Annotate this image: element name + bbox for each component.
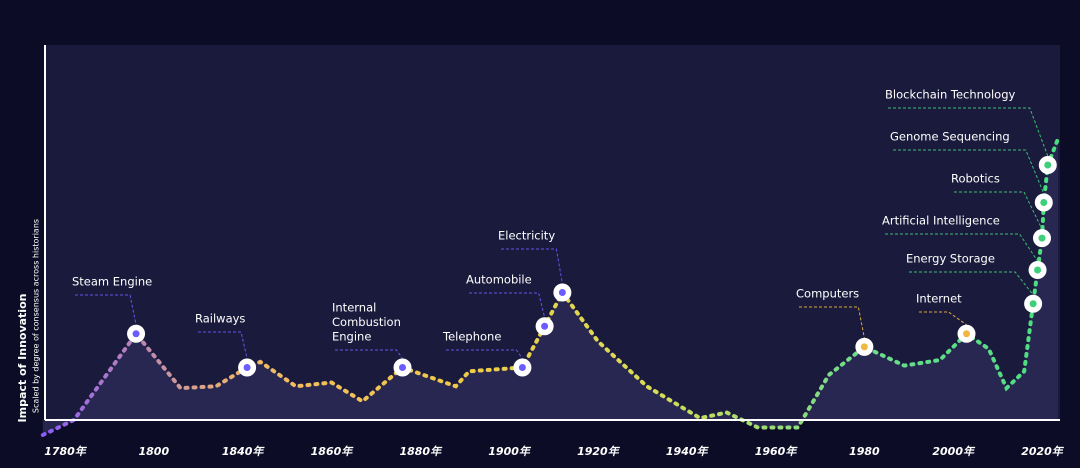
leader-line	[198, 331, 248, 359]
line	[40, 136, 1060, 437]
event-marker-center	[399, 364, 407, 371]
event-marker-center	[1034, 266, 1042, 274]
x-tick-label: 1960年	[755, 445, 799, 458]
x-tick-label: 2020年	[1021, 445, 1065, 458]
event-marker-center	[558, 289, 566, 296]
event-marker-center	[132, 330, 140, 338]
event-marker-center	[860, 343, 868, 351]
x-tick-label: 1780年	[44, 445, 88, 458]
leader-line	[893, 149, 1045, 194]
x-tick-label: 1940年	[666, 445, 710, 458]
event-label: Electricity	[498, 229, 555, 243]
event-label: Telephone	[442, 330, 501, 344]
x-tick-label: 2000年	[932, 445, 976, 458]
event-marker-center	[541, 322, 549, 330]
y-axis-label: Impact of Innovation	[16, 294, 29, 423]
event-label: Automobile	[466, 273, 532, 287]
event-label: Blockchain Technology	[885, 88, 1016, 102]
event-label: Artificial Intelligence	[882, 214, 1000, 228]
leader-line	[909, 271, 1034, 296]
event-label: Genome Sequencing	[890, 130, 1010, 144]
event-label: Combustion	[332, 315, 401, 329]
leader-line	[954, 191, 1043, 230]
x-tick-label: 1980	[849, 445, 880, 458]
leader-line	[469, 292, 546, 318]
event-label: Robotics	[951, 172, 1000, 186]
event-marker-center	[1038, 234, 1046, 242]
x-tick-label: 1860年	[311, 445, 355, 458]
x-tick-label: 1840年	[222, 445, 266, 458]
leader-line	[799, 306, 865, 338]
event-label: Railways	[195, 312, 245, 326]
event-label: Energy Storage	[906, 252, 995, 266]
event-marker-center	[1044, 161, 1052, 169]
event-label: Engine	[332, 330, 371, 344]
event-label: Internet	[916, 292, 962, 306]
leader-line	[446, 349, 523, 359]
event-marker-center	[518, 364, 526, 371]
x-tick-label: 1800	[139, 445, 170, 458]
leader-line	[501, 248, 563, 284]
leader-line	[885, 233, 1038, 262]
event-marker-center	[1029, 300, 1037, 308]
event-marker-center	[963, 330, 971, 338]
event-label: Steam Engine	[72, 275, 152, 289]
x-tick-label: 1900年	[488, 445, 532, 458]
leader-line	[75, 294, 137, 325]
event-marker-center	[243, 364, 251, 371]
y-axis-sublabel: Scaled by degree of consensus across his…	[32, 219, 41, 413]
event-marker-center	[1040, 199, 1048, 206]
event-label: Computers	[796, 287, 859, 301]
x-tick-label: 1920年	[577, 445, 621, 458]
leader-line	[888, 107, 1049, 157]
leader-line	[335, 349, 403, 359]
event-label: Internal	[332, 301, 376, 315]
x-tick-label: 1880年	[399, 445, 443, 458]
area	[42, 138, 1058, 436]
